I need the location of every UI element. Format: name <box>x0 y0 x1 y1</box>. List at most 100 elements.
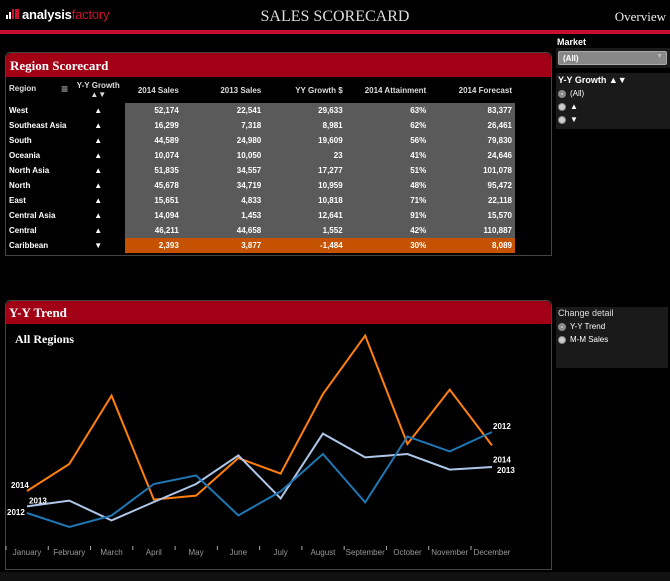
table-row[interactable]: West ▲ 52,174 22,541 29,633 63% 83,377 <box>6 103 515 118</box>
radio-label: M-M Sales <box>570 335 609 344</box>
series-line-2014 <box>26 333 493 501</box>
value-cell: 62% <box>345 118 430 133</box>
column-header[interactable]: 2014 Sales <box>137 85 179 95</box>
value-cell: 52,174 <box>125 103 182 118</box>
chevron-down-icon: ▼ <box>656 53 663 60</box>
region-cell: Central Asia <box>9 211 56 220</box>
value-cell: 14,094 <box>125 208 182 223</box>
sort-icon[interactable]: ≡ <box>61 82 69 96</box>
value-cell: 8,089 <box>429 238 515 253</box>
table-row[interactable]: Central ▲ 46,211 44,658 1,552 42% 110,887 <box>6 223 515 238</box>
logo: analysisfactory <box>6 7 110 22</box>
x-tick-label: February <box>53 548 85 557</box>
series-label: 2012 <box>7 508 25 517</box>
column-header[interactable]: Region ≡ <box>6 77 71 103</box>
value-cell: -1,484 <box>264 238 346 253</box>
column-header-label: Region <box>9 84 37 93</box>
radio-option[interactable]: ▼ <box>558 113 668 126</box>
value-cell: 46,211 <box>125 223 182 238</box>
column-header[interactable]: 2014 Forecast <box>458 85 512 95</box>
value-cell: 101,078 <box>429 163 515 178</box>
value-cell: 51% <box>345 163 430 178</box>
radio-label: Y-Y Trend <box>570 322 606 331</box>
value-cell: 48% <box>345 178 430 193</box>
radio-option[interactable]: (All) <box>558 87 668 100</box>
table-row[interactable]: Caribbean ▼ 2,393 3,877 -1,484 30% 8,089 <box>6 238 515 253</box>
market-select[interactable]: (All) ▼ <box>558 51 667 65</box>
value-cell: 56% <box>345 133 430 148</box>
x-tick-label: January <box>13 548 41 557</box>
series-line-2013 <box>26 432 493 522</box>
growth-indicator: ▲ <box>94 166 103 175</box>
value-cell: 45,678 <box>125 178 182 193</box>
value-cell: 8,981 <box>264 118 346 133</box>
growth-indicator: ▲ <box>94 151 103 160</box>
x-tick-label: September <box>346 548 385 557</box>
column-header[interactable]: YY Growth $ <box>295 85 343 95</box>
region-cell: North Asia <box>9 166 50 175</box>
value-cell: 26,461 <box>429 118 515 133</box>
trend-panel: Y-Y Trend <box>5 300 552 570</box>
series-line-2012 <box>26 431 493 529</box>
radio-label: ▼ <box>570 115 578 124</box>
value-cell: 1,453 <box>181 208 265 223</box>
radio-icon <box>558 335 566 344</box>
value-cell: 71% <box>345 193 430 208</box>
value-cell: 29,633 <box>264 103 346 118</box>
value-cell: 30% <box>345 238 430 253</box>
region-cell: North <box>9 181 31 190</box>
radio-option[interactable]: M-M Sales <box>558 333 666 346</box>
value-cell: 22,118 <box>429 193 515 208</box>
series-label: 2014 <box>493 455 511 464</box>
value-cell: 7,318 <box>181 118 265 133</box>
value-cell: 10,074 <box>125 148 182 163</box>
page-title: SALES SCORECARD <box>260 8 410 25</box>
value-cell: 22,541 <box>181 103 265 118</box>
table-row[interactable]: East ▲ 15,651 4,833 10,818 71% 22,118 <box>6 193 515 208</box>
market-value: (All) <box>563 54 579 63</box>
header-divider <box>0 30 670 34</box>
table-row[interactable]: South ▲ 44,589 24,980 19,609 56% 79,830 <box>6 133 515 148</box>
growth-indicator: ▼ <box>94 241 103 250</box>
value-cell: 15,651 <box>125 193 182 208</box>
value-cell: 110,887 <box>429 223 515 238</box>
radio-option[interactable]: ▲ <box>558 100 668 113</box>
region-cell: East <box>9 196 26 205</box>
table-row[interactable]: North Asia ▲ 51,835 34,557 17,277 51% 101,078 <box>6 163 515 178</box>
panel-title: Y-Y Trend <box>6 301 551 324</box>
series-label: 2013 <box>497 466 515 475</box>
column-header[interactable]: 2013 Sales <box>220 85 262 95</box>
overview-link[interactable]: Overview <box>614 9 666 24</box>
x-tick-label: March <box>100 548 122 557</box>
market-label: Market <box>557 37 587 47</box>
value-cell: 16,299 <box>125 118 182 133</box>
radio-label: ▲ <box>570 102 578 111</box>
column-header[interactable]: Y-Y Growth ▲▼ <box>76 81 120 99</box>
logo-bars-icon <box>6 9 20 19</box>
value-cell: 15,570 <box>429 208 515 223</box>
value-cell: 10,818 <box>264 193 346 208</box>
series-label: 2013 <box>29 496 47 505</box>
table-row[interactable]: North ▲ 45,678 34,719 10,959 48% 95,472 <box>6 178 515 193</box>
value-cell: 41% <box>345 148 430 163</box>
table-row[interactable]: Oceania ▲ 10,074 10,050 23 41% 24,646 <box>6 148 515 163</box>
growth-indicator: ▲ <box>94 226 103 235</box>
value-cell: 34,557 <box>181 163 265 178</box>
growth-label: Y-Y Growth ▲▼ <box>558 75 627 85</box>
table-row[interactable]: Central Asia ▲ 14,094 1,453 12,641 91% 15,570 <box>6 208 515 223</box>
column-header[interactable]: 2014 Attainment <box>364 85 427 95</box>
value-cell: 10,959 <box>264 178 346 193</box>
growth-indicator: ▲ <box>94 136 103 145</box>
growth-filter: Y-Y Growth ▲▼ (All) ▲ ▼ <box>556 73 670 129</box>
value-cell: 23 <box>264 148 346 163</box>
region-cell: Central <box>9 226 37 235</box>
panel-title: Region Scorecard <box>6 53 551 77</box>
value-cell: 24,980 <box>181 133 265 148</box>
x-tick-label: December <box>474 548 511 557</box>
growth-indicator: ▲ <box>94 196 103 205</box>
value-cell: 34,719 <box>181 178 265 193</box>
table-row[interactable]: Southeast Asia ▲ 16,299 7,318 8,981 62% 26,461 <box>6 118 515 133</box>
region-scorecard-panel: Region Scorecard Region ≡ Y-Y Growth ▲▼ 201… <box>5 52 552 256</box>
series-label: 2014 <box>11 481 29 490</box>
radio-option[interactable]: Y-Y Trend <box>558 320 666 333</box>
